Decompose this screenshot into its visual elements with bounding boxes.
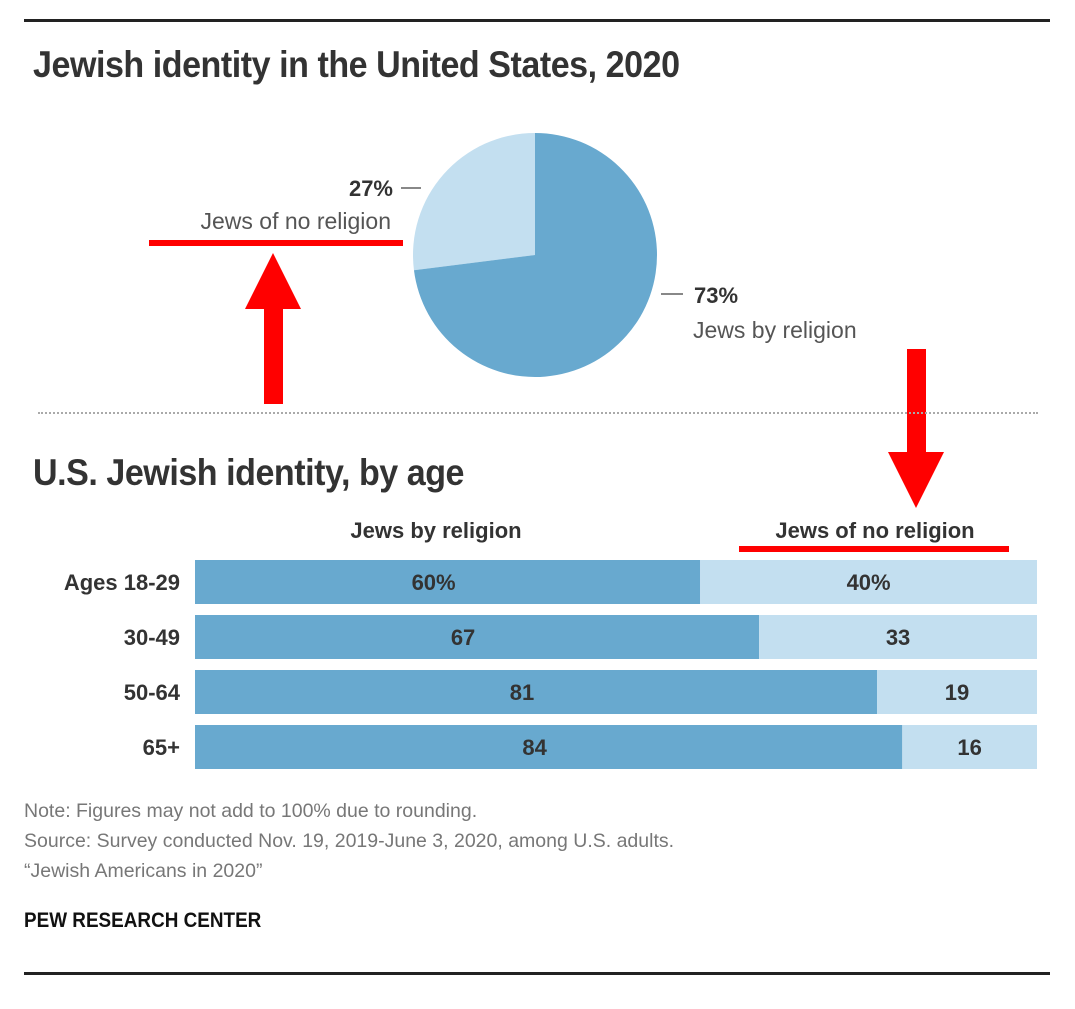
row-label: 30-49: [124, 625, 180, 650]
bar-value-label: 60%: [412, 570, 456, 595]
annotation-underline-pie-label: [149, 240, 403, 246]
column-header-no-religion: Jews of no religion: [775, 518, 974, 543]
pie-slice-no-religion: [413, 133, 535, 271]
up-arrow-icon: [245, 253, 301, 404]
source-text: Source: Survey conducted Nov. 19, 2019-J…: [24, 830, 675, 852]
footnotes: Note: Figures may not add to 100% due to…: [24, 796, 674, 886]
bar-value-label: 16: [957, 735, 981, 760]
bar-segment-no-religion: [877, 670, 1037, 714]
bar-segment-no-religion: [759, 615, 1037, 659]
bar-value-label: 67: [451, 625, 475, 650]
bottom-rule: [24, 972, 1050, 975]
pie-chart: [413, 133, 657, 377]
section-divider: [38, 412, 1038, 414]
down-arrow-icon: [888, 349, 944, 508]
column-header-religion: Jews by religion: [350, 518, 521, 543]
row-label: Ages 18-29: [64, 570, 180, 595]
top-rule: [24, 19, 1050, 22]
note-text: Note: Figures may not add to 100% due to…: [24, 800, 478, 822]
pie-slice-religion: [413, 133, 657, 377]
bar-chart: Ages 18-29 60% 40% 30-49 67 33 50-64 81 19 65+ 84 1…: [64, 560, 1037, 769]
pie-label-religion: Jews by religion: [693, 317, 857, 343]
pie-label-value-no-religion: 27%: [349, 176, 393, 201]
row-label: 50-64: [124, 680, 181, 705]
bar-value-label: 19: [945, 680, 969, 705]
bar-chart-title: U.S. Jewish identity, by age: [33, 452, 465, 493]
bar-value-label: 40%: [847, 570, 891, 595]
bar-value-label: 33: [886, 625, 910, 650]
row-label: 65+: [143, 735, 180, 760]
bar-segment-religion: [195, 725, 903, 769]
report-title: “Jewish Americans in 2020”: [24, 860, 263, 882]
bar-segment-religion: [195, 560, 701, 604]
bar-segment-religion: [195, 670, 878, 714]
brand-logo-text: PEW RESEARCH CENTER: [24, 909, 262, 932]
bar-value-label: 81: [510, 680, 534, 705]
pie-chart-title: Jewish identity in the United States, 20…: [33, 44, 680, 85]
annotation-underline-column-header: [739, 546, 1009, 552]
pie-label-no-religion: Jews of no religion: [201, 208, 392, 234]
bar-segment-no-religion: [700, 560, 1037, 604]
pie-label-value-religion: 73%: [694, 283, 738, 308]
bar-segment-religion: [195, 615, 760, 659]
bar-value-label: 84: [522, 735, 547, 760]
bar-segment-no-religion: [902, 725, 1037, 769]
